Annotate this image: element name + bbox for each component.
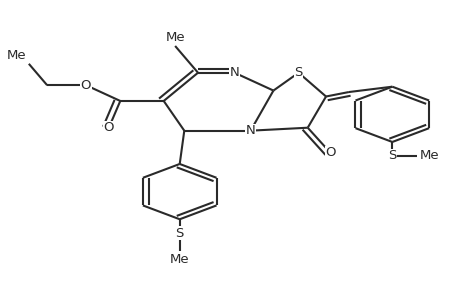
- Text: Me: Me: [419, 149, 438, 162]
- Text: O: O: [81, 79, 91, 92]
- Text: Me: Me: [7, 49, 27, 62]
- Text: N: N: [245, 124, 255, 137]
- Text: Me: Me: [165, 32, 185, 44]
- Text: S: S: [175, 227, 184, 240]
- Text: O: O: [103, 121, 114, 134]
- Text: S: S: [387, 149, 396, 162]
- Text: Me: Me: [169, 253, 189, 266]
- Text: O: O: [325, 146, 335, 160]
- Text: N: N: [229, 66, 239, 79]
- Text: S: S: [294, 66, 302, 79]
